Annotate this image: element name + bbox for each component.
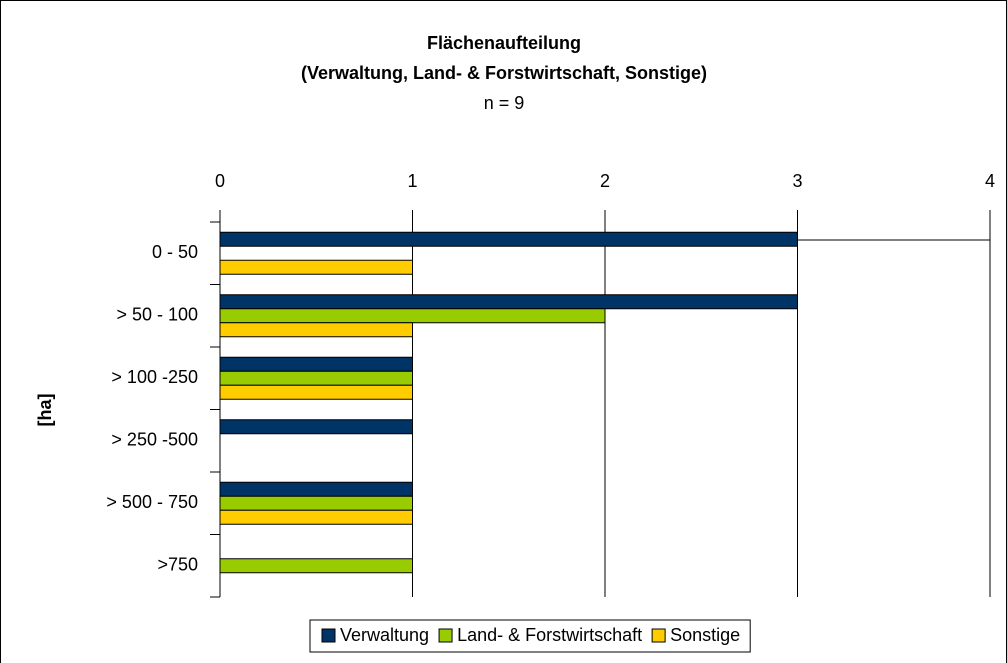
y-tick-label: > 250 -500 [111, 430, 198, 450]
legend-label: Verwaltung [340, 625, 429, 645]
bar [219, 481, 413, 497]
legend-label: Land- & Forstwirtschaft [457, 625, 642, 645]
bar [219, 308, 606, 324]
bar [219, 419, 413, 435]
bar [219, 294, 798, 310]
bar [219, 384, 413, 400]
legend-label: Sonstige [670, 625, 740, 645]
legend-swatch [651, 628, 666, 643]
bar [219, 259, 413, 275]
y-tick-label: > 50 - 100 [116, 305, 198, 325]
bar [219, 558, 413, 574]
y-tick-label: > 100 -250 [111, 367, 198, 387]
bar [219, 495, 413, 511]
x-tick-label: 0 [215, 171, 225, 191]
annotation: n = 9 [484, 93, 525, 113]
x-tick-label: 4 [985, 171, 995, 191]
legend-swatch [438, 628, 453, 643]
chart-title: Flächenaufteilung [427, 33, 581, 53]
x-tick-label: 3 [792, 171, 802, 191]
bar [219, 322, 413, 338]
bar [219, 370, 413, 386]
chart-subtitle: (Verwaltung, Land- & Forstwirtschaft, So… [301, 63, 707, 83]
bar [219, 231, 798, 247]
y-tick-label: > 500 - 750 [106, 492, 198, 512]
x-tick-label: 2 [600, 171, 610, 191]
legend-box [309, 619, 751, 653]
bar [219, 509, 413, 525]
y-tick-label: 0 - 50 [152, 242, 198, 262]
legend-swatch [321, 628, 336, 643]
y-tick-label: >750 [157, 555, 198, 575]
x-tick-label: 1 [407, 171, 417, 191]
y-axis-label: [ha] [35, 394, 55, 427]
legend: Verwaltung Land- & Forstwirtschaft Sonstig… [309, 619, 751, 653]
bar [219, 356, 413, 372]
